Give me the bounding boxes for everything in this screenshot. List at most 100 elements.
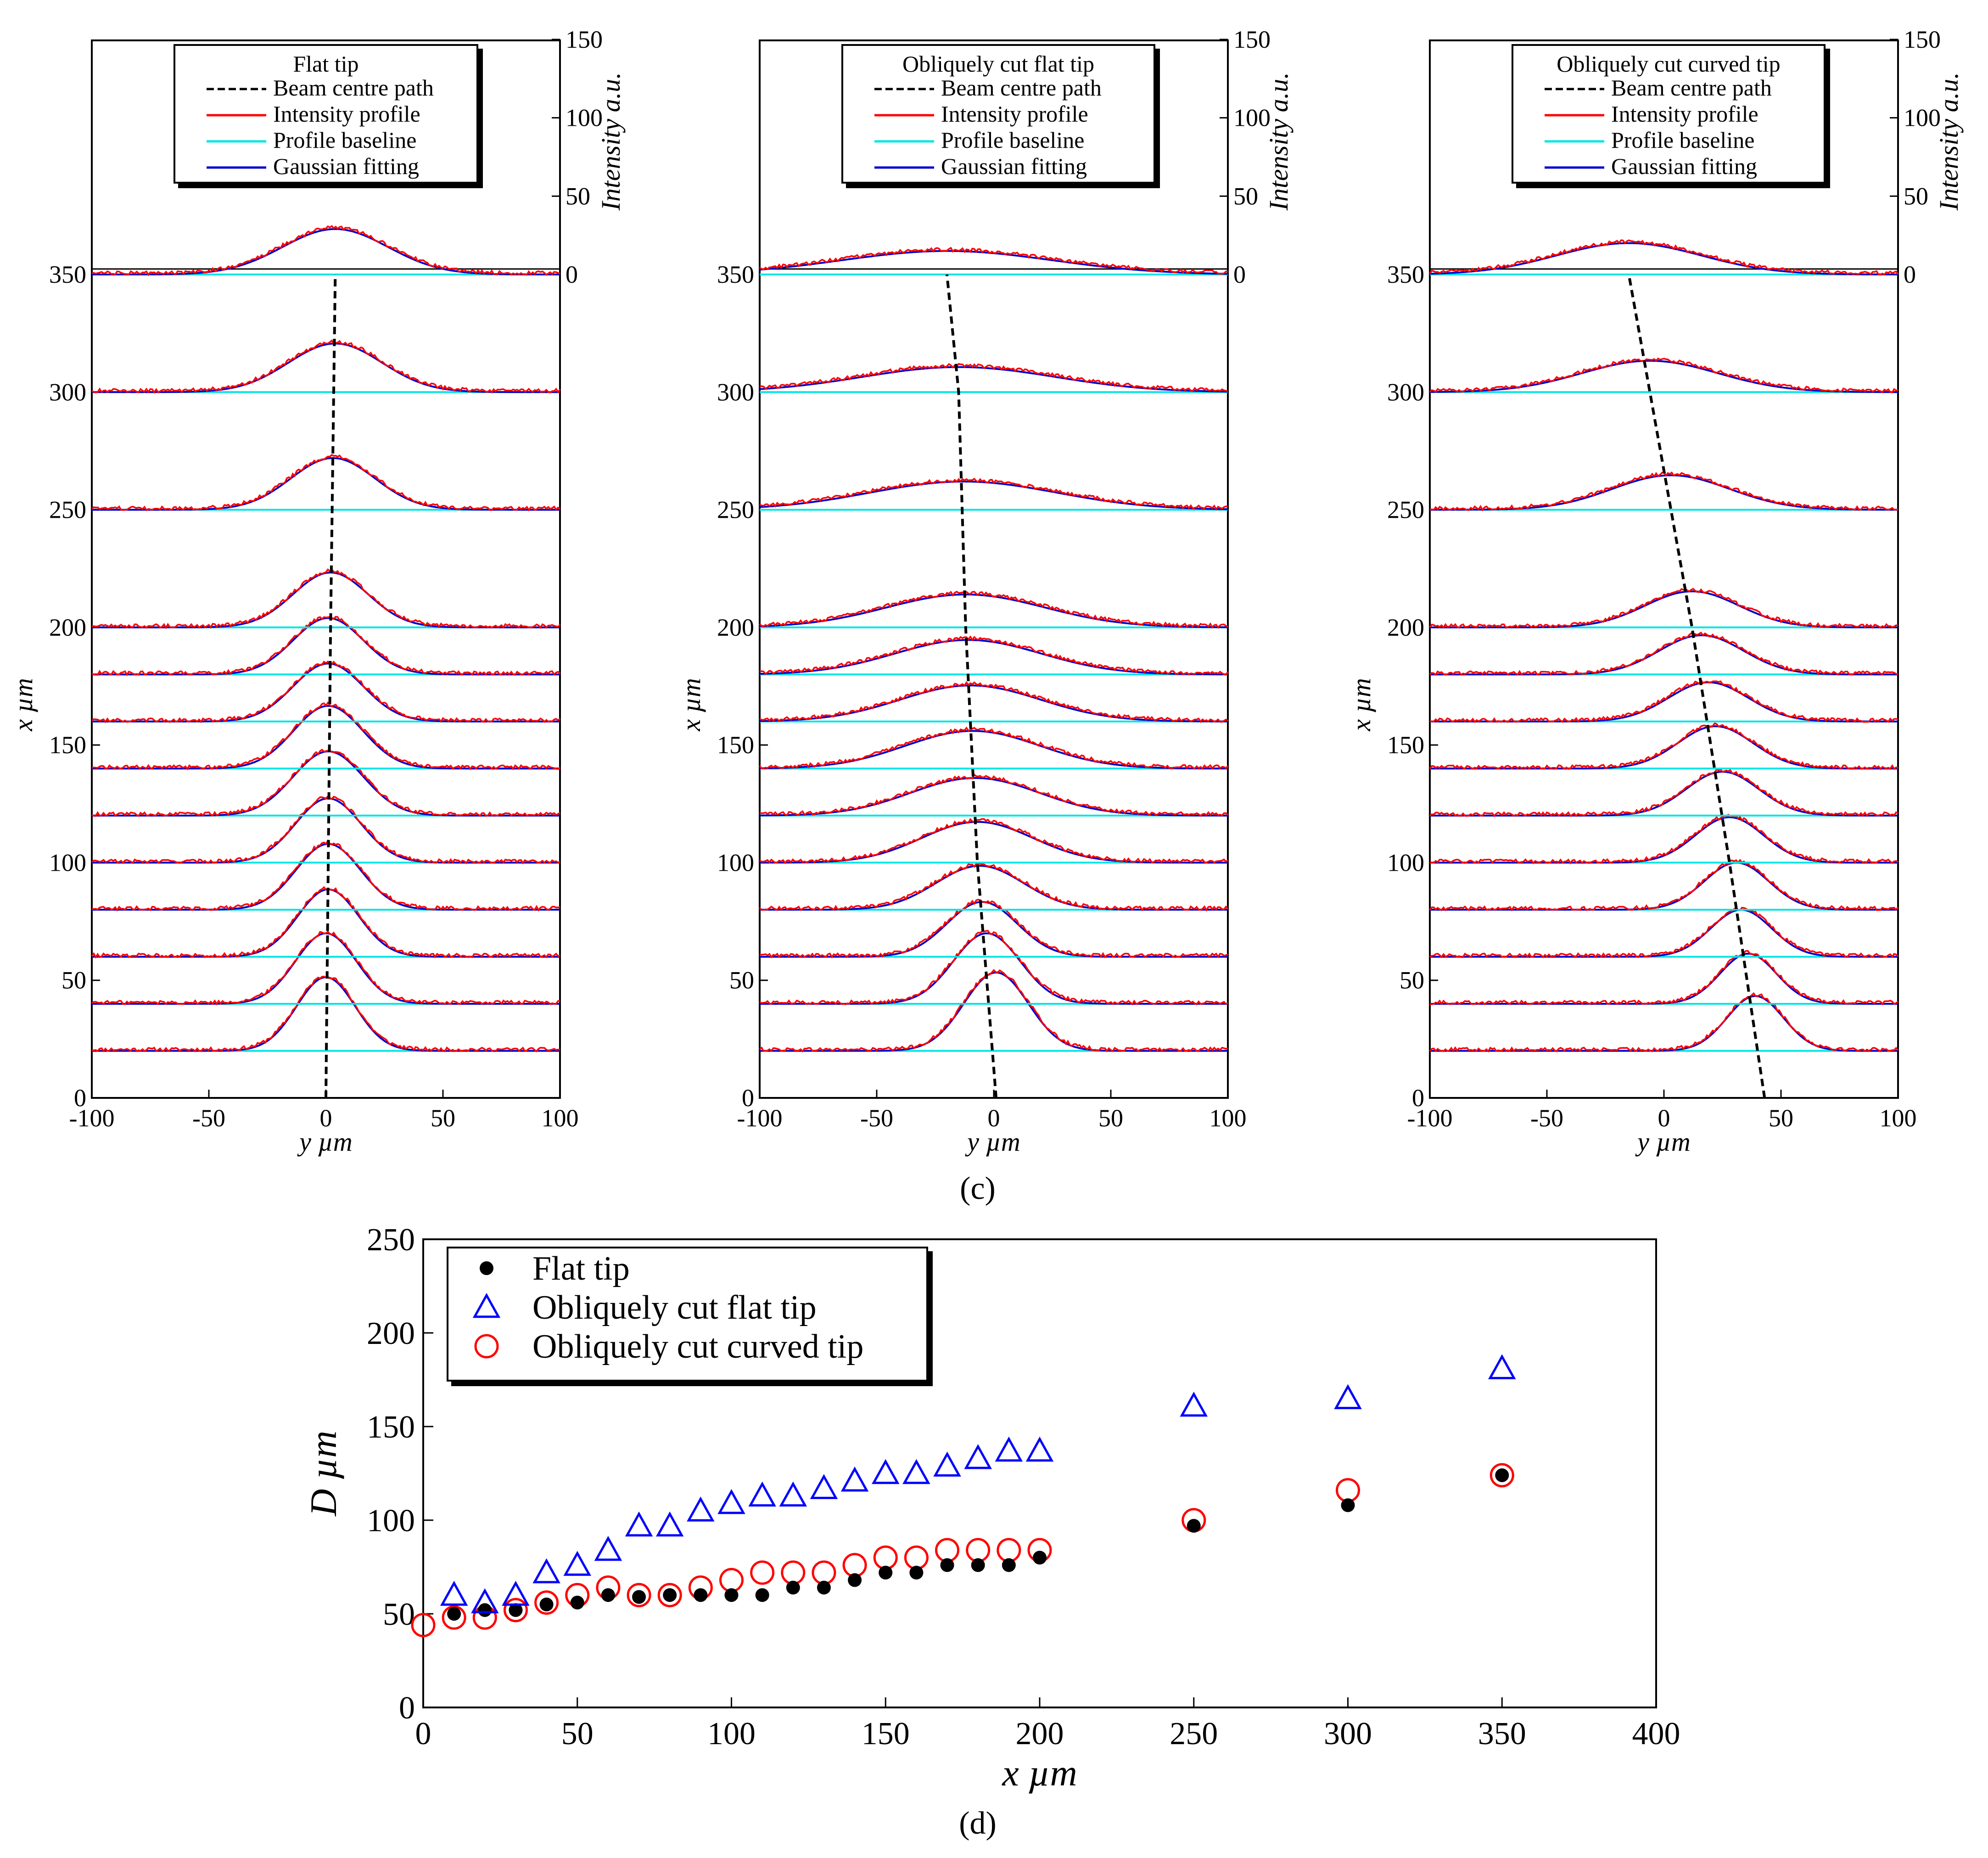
- intensity-profile-curve: [1430, 950, 1899, 1006]
- data-point: [872, 1459, 900, 1484]
- gaussian-fitting-curve: [92, 797, 560, 864]
- data-point: [717, 1489, 745, 1514]
- intensity-profile-curve: [91, 701, 561, 771]
- intensity-profile-curve: [759, 862, 1229, 912]
- plot-frame: [91, 39, 561, 1099]
- y-tick-label: 150: [49, 731, 86, 759]
- intensity-tick-label: 50: [566, 182, 590, 210]
- gaussian-fitting-curve: [1430, 360, 1898, 393]
- data-point: [478, 1603, 492, 1617]
- y-tick-label: 100: [367, 1503, 415, 1539]
- intensity-profile-curve: [759, 899, 1228, 959]
- y-axis-label: x µm: [676, 678, 706, 732]
- panel-beam-diameter-scatter: 0 50 100 150 200 250 300 350 400 0 50 100 150 200 250 x…: [302, 1222, 1680, 1794]
- y-tick-label: 50: [1400, 967, 1424, 994]
- legend-label: Profile baseline: [941, 127, 1084, 153]
- data-point: [1495, 1468, 1509, 1483]
- x-tick-label: -100: [1407, 1104, 1453, 1132]
- y-tick-label: 50: [62, 967, 86, 994]
- data-point: [966, 1538, 991, 1562]
- x-axis-label: y µm: [965, 1127, 1020, 1157]
- legend-label: Intensity profile: [273, 101, 420, 127]
- data-point: [842, 1553, 867, 1578]
- gaussian-fitting-curve: [1430, 634, 1898, 676]
- data-point: [719, 1568, 744, 1593]
- x-tick-label: 0: [320, 1104, 332, 1132]
- gaussian-fitting-curve: [1430, 909, 1898, 958]
- y-tick-label: 50: [729, 967, 754, 994]
- data-point: [786, 1580, 800, 1595]
- gaussian-fitting-curve: [1430, 725, 1898, 770]
- legend-label: Intensity profile: [941, 101, 1088, 127]
- gaussian-fitting-curve: [1430, 474, 1898, 511]
- legend-label: Beam centre path: [1611, 75, 1772, 101]
- data-point: [935, 1538, 960, 1562]
- data-point: [902, 1459, 930, 1484]
- y-tick-label: 250: [1387, 496, 1424, 524]
- intensity-profile-curve: [1429, 239, 1899, 276]
- data-point: [840, 1466, 869, 1492]
- data-point: [1180, 1391, 1208, 1417]
- x-tick-label: 150: [862, 1716, 910, 1752]
- x-tick-label: 50: [431, 1104, 455, 1132]
- intensity-profile-curve: [759, 681, 1228, 723]
- data-point: [724, 1588, 739, 1602]
- intensity-profile-curve: [1429, 722, 1898, 770]
- intensity-tick-label: 150: [1904, 26, 1941, 53]
- data-point: [1002, 1558, 1016, 1572]
- legend-box: [174, 44, 478, 184]
- intensity-profile-curve: [91, 886, 560, 959]
- x-tick-label: 200: [1016, 1716, 1064, 1752]
- intensity-profile-curve: [759, 726, 1229, 770]
- intensity-profile-curve: [1429, 858, 1899, 912]
- y-tick-label: 0: [399, 1690, 415, 1726]
- legend-label: Profile baseline: [1611, 127, 1754, 153]
- y-tick-label: 300: [49, 378, 86, 406]
- caption-c: (c): [960, 1171, 996, 1206]
- gaussian-fitting-curve: [760, 777, 1228, 817]
- data-point: [1336, 1478, 1360, 1503]
- data-point: [779, 1481, 807, 1507]
- gaussian-fitting-curve: [92, 457, 560, 511]
- gaussian-fitting-curve: [92, 888, 560, 958]
- data-point: [570, 1595, 584, 1610]
- gaussian-fitting-curve: [1429, 242, 1898, 275]
- data-point: [534, 1590, 559, 1615]
- legend-label: Gaussian fitting: [273, 153, 419, 179]
- legend-label: Profile baseline: [273, 127, 416, 153]
- gaussian-fitting-curve: [1430, 681, 1898, 722]
- x-tick-label: 0: [988, 1104, 1000, 1132]
- data-point: [940, 1558, 954, 1572]
- intensity-profile-curve: [759, 477, 1228, 511]
- panel-obliquely-cut-flat-tip: 0 50 100 150 200 250 300 350 -100 -50 0 50 100 y µm x …: [676, 26, 1294, 1157]
- intensity-profile-curve: [1429, 678, 1898, 723]
- y-tick-label: 150: [367, 1410, 415, 1445]
- intensity-axis-label: Intensity a.u.: [1934, 72, 1964, 211]
- data-point: [1490, 1463, 1514, 1488]
- data-point: [1025, 1436, 1054, 1462]
- intensity-profile-curve: [91, 839, 560, 912]
- y-tick-label: 300: [1387, 378, 1424, 406]
- gaussian-fitting-curve: [92, 342, 560, 393]
- legend-label: Obliquely cut curved tip: [532, 1328, 863, 1366]
- data-point: [509, 1603, 523, 1617]
- gaussian-fitting-curve: [92, 571, 560, 628]
- y-tick-label: 200: [1387, 614, 1424, 641]
- legend-label: Intensity profile: [1611, 101, 1758, 127]
- y-tick-label: 350: [717, 261, 754, 288]
- data-point: [812, 1560, 836, 1585]
- gaussian-fitting-curve: [92, 932, 560, 1005]
- data-point: [663, 1588, 677, 1602]
- data-point: [750, 1560, 775, 1585]
- legend-title: Obliquely cut curved tip: [1557, 51, 1780, 77]
- data-point: [687, 1496, 715, 1522]
- data-point: [904, 1545, 929, 1570]
- x-tick-label: 100: [542, 1104, 579, 1132]
- data-point: [594, 1536, 622, 1561]
- data-point: [694, 1588, 708, 1602]
- panel-flat-tip: 0 50 100 150 200 250 300 350 -100 -50 0 50 100 y µm x …: [8, 26, 626, 1157]
- y-axis-label: D µm: [302, 1431, 344, 1517]
